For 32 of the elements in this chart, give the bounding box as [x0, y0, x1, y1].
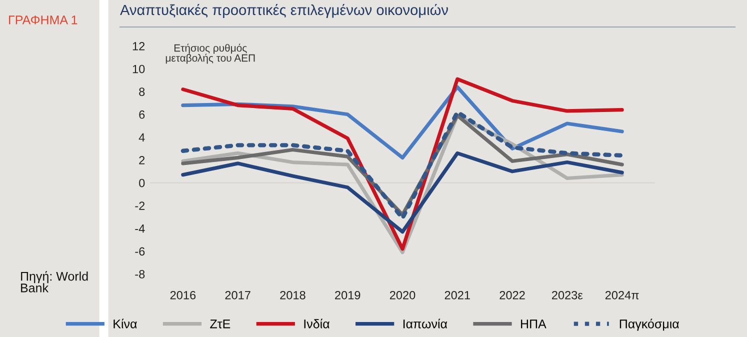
legend-label: Παγκόσμια: [620, 318, 679, 331]
legend-label: Ινδία: [304, 318, 330, 328]
y-tick-label: -8: [135, 270, 145, 278]
text: ΓΡΑΦΗΜΑ 1: [9, 16, 78, 24]
y-tick-label: -4: [135, 224, 145, 233]
line-series: [181, 151, 624, 234]
legend-label: Κίνα: [114, 318, 137, 328]
x-tick-label: 2020: [390, 290, 416, 300]
y-tick-label: 6: [139, 110, 145, 119]
legend-label: ΗΠΑ: [521, 320, 546, 328]
legend-label: ΖτΕ: [210, 320, 230, 328]
y-tick-label: 8: [139, 88, 145, 96]
y-tick-label: 10: [132, 64, 145, 74]
chart-title: Αναπτυξιακές προοπτικές επιλεγμένων οικονομιών: [120, 4, 448, 18]
y-tick-label: -2: [135, 202, 145, 210]
y-tick-label: 4: [138, 133, 145, 142]
y-tick-label: -6: [135, 247, 145, 256]
annotation: Ετήσιος ρυθμός μεταβολής του ΑΕΠ: [166, 44, 255, 64]
y-tick-label: 12: [132, 42, 145, 50]
x-tick-label: 2024π: [605, 290, 639, 300]
x-tick-label: 2023ε: [552, 290, 583, 300]
x-tick-label: 2022: [500, 290, 525, 300]
x-tick-label: 2017: [225, 290, 250, 300]
line-series: [181, 77, 624, 251]
x-tick-label: 2018: [280, 290, 306, 300]
y-tick-label: 2: [139, 156, 145, 164]
x-tick-label: 2019: [335, 290, 360, 300]
text: Πηγή: World Bank: [21, 271, 88, 292]
x-tick-label: 2021: [444, 290, 470, 300]
legend-label: Ιαπωνία: [403, 318, 448, 328]
x-tick-label: 2016: [170, 290, 196, 300]
y-tick-label: 0: [139, 178, 145, 188]
